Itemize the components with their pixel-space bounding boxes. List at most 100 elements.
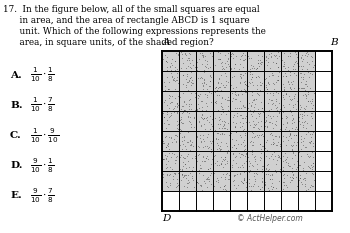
- Point: [293, 143, 299, 147]
- Point: [290, 172, 296, 175]
- Point: [195, 181, 200, 184]
- Point: [178, 115, 184, 119]
- Point: [168, 62, 173, 65]
- Point: [175, 154, 180, 158]
- Point: [196, 153, 201, 157]
- Point: [215, 131, 220, 135]
- Point: [267, 66, 272, 70]
- Point: [240, 153, 245, 157]
- Point: [281, 176, 286, 180]
- Point: [275, 65, 280, 69]
- Point: [250, 163, 255, 167]
- Point: [304, 132, 309, 136]
- Text: C.: C.: [10, 131, 22, 140]
- Point: [180, 142, 186, 145]
- Point: [180, 175, 186, 179]
- Point: [233, 121, 239, 125]
- Point: [262, 124, 268, 127]
- Text: unit. Which of the following expressions represents the: unit. Which of the following expressions…: [3, 27, 266, 36]
- Bar: [213, 151, 230, 171]
- Point: [222, 178, 228, 181]
- Point: [280, 139, 286, 143]
- Point: [208, 91, 213, 95]
- Point: [204, 96, 209, 99]
- Point: [306, 52, 311, 56]
- Point: [198, 51, 203, 55]
- Point: [198, 115, 204, 119]
- Point: [269, 142, 274, 145]
- Point: [280, 95, 286, 99]
- Point: [174, 119, 180, 123]
- Bar: [179, 71, 196, 91]
- Point: [230, 86, 235, 90]
- Bar: [281, 151, 298, 171]
- Point: [265, 168, 271, 172]
- Point: [281, 60, 287, 64]
- Point: [218, 175, 223, 179]
- Point: [220, 166, 225, 169]
- Point: [303, 51, 309, 55]
- Point: [268, 184, 273, 187]
- Bar: [162, 131, 179, 151]
- Point: [260, 54, 265, 58]
- Point: [215, 108, 221, 112]
- Point: [188, 143, 193, 147]
- Point: [167, 65, 173, 68]
- Point: [220, 107, 225, 111]
- Bar: [213, 51, 230, 71]
- Point: [236, 142, 241, 146]
- Text: $\frac{9}{10} \cdot \frac{1}{8}$: $\frac{9}{10} \cdot \frac{1}{8}$: [30, 157, 55, 175]
- Point: [207, 166, 212, 170]
- Point: [285, 138, 290, 142]
- Point: [179, 172, 184, 176]
- Point: [277, 127, 283, 131]
- Bar: [281, 191, 298, 211]
- Point: [241, 176, 247, 180]
- Point: [237, 99, 243, 103]
- Point: [242, 116, 248, 120]
- Point: [300, 125, 306, 129]
- Point: [255, 58, 261, 62]
- Point: [271, 88, 277, 91]
- Point: [248, 113, 254, 116]
- Point: [203, 177, 209, 180]
- Point: [288, 136, 293, 140]
- Point: [213, 101, 218, 105]
- Point: [246, 56, 252, 60]
- Text: D: D: [162, 214, 170, 223]
- Point: [241, 127, 247, 130]
- Point: [207, 79, 212, 82]
- Point: [240, 51, 245, 55]
- Point: [204, 116, 209, 120]
- Point: [294, 167, 299, 171]
- Point: [238, 73, 244, 76]
- Bar: [315, 71, 332, 91]
- Point: [307, 154, 313, 158]
- Point: [289, 121, 295, 125]
- Point: [234, 106, 239, 110]
- Point: [273, 168, 278, 172]
- Point: [203, 108, 209, 112]
- Point: [216, 126, 222, 130]
- Point: [219, 119, 225, 123]
- Point: [273, 162, 279, 166]
- Point: [276, 155, 282, 158]
- Point: [194, 135, 200, 139]
- Point: [306, 62, 312, 66]
- Point: [291, 63, 296, 66]
- Point: [213, 179, 218, 182]
- Point: [177, 144, 183, 147]
- Point: [231, 96, 236, 100]
- Point: [168, 165, 173, 169]
- Point: [292, 67, 298, 71]
- Point: [198, 184, 204, 188]
- Point: [284, 91, 289, 95]
- Point: [277, 171, 282, 174]
- Point: [289, 147, 295, 151]
- Point: [272, 154, 278, 158]
- Point: [223, 74, 229, 78]
- Point: [231, 66, 237, 70]
- Point: [283, 74, 288, 78]
- Bar: [281, 111, 298, 131]
- Point: [254, 91, 260, 94]
